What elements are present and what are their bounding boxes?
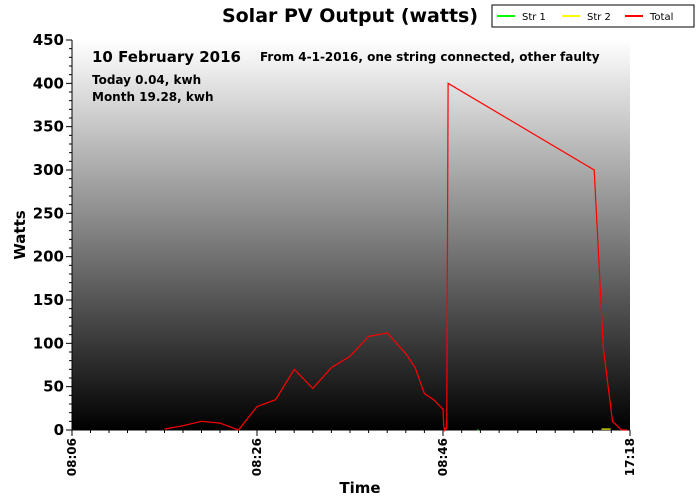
- y-axis: 0 50 100 150 200 250 300 350 400 450: [33, 31, 73, 439]
- today-label: Today 0.04, kwh: [92, 73, 201, 87]
- note-label: From 4-1-2016, one string connected, oth…: [260, 50, 600, 64]
- y-tick-label: 300: [33, 161, 64, 179]
- month-label: Month 19.28, kwh: [92, 90, 214, 104]
- plot-area: [72, 40, 630, 430]
- y-tick-label: 50: [43, 378, 64, 396]
- legend-box: [491, 4, 695, 28]
- y-tick-label: 450: [33, 31, 64, 49]
- date-label: 10 February 2016: [92, 48, 241, 66]
- x-tick-label: 08:46: [436, 438, 450, 476]
- x-tick-label: 08:26: [250, 438, 264, 476]
- x-axis: 08:06 08:26 08:46 17:18: [65, 429, 637, 476]
- x-tick-label: 08:06: [65, 438, 79, 476]
- y-tick-label: 400: [33, 74, 64, 92]
- legend: Str 1 Str 2 Total: [491, 4, 695, 28]
- series-lines: [164, 82, 628, 433]
- y-tick-label: 150: [33, 291, 64, 309]
- y-tick-label: 250: [33, 204, 64, 222]
- y-tick-label: 100: [33, 334, 64, 352]
- y-tick-label: 350: [33, 118, 64, 136]
- y-tick-label: 0: [54, 421, 64, 439]
- x-axis-label: Time: [339, 479, 380, 497]
- chart-title: Solar PV Output (watts): [222, 5, 478, 27]
- legend-label-str-2: Str 2: [587, 12, 611, 23]
- legend-label-total: Total: [649, 12, 673, 23]
- legend-label-str-1: Str 1: [522, 12, 546, 23]
- x-tick-label: 17:18: [623, 438, 637, 476]
- y-axis-label: Watts: [11, 210, 29, 259]
- series-line-total: [164, 82, 628, 433]
- y-tick-label: 200: [33, 248, 64, 266]
